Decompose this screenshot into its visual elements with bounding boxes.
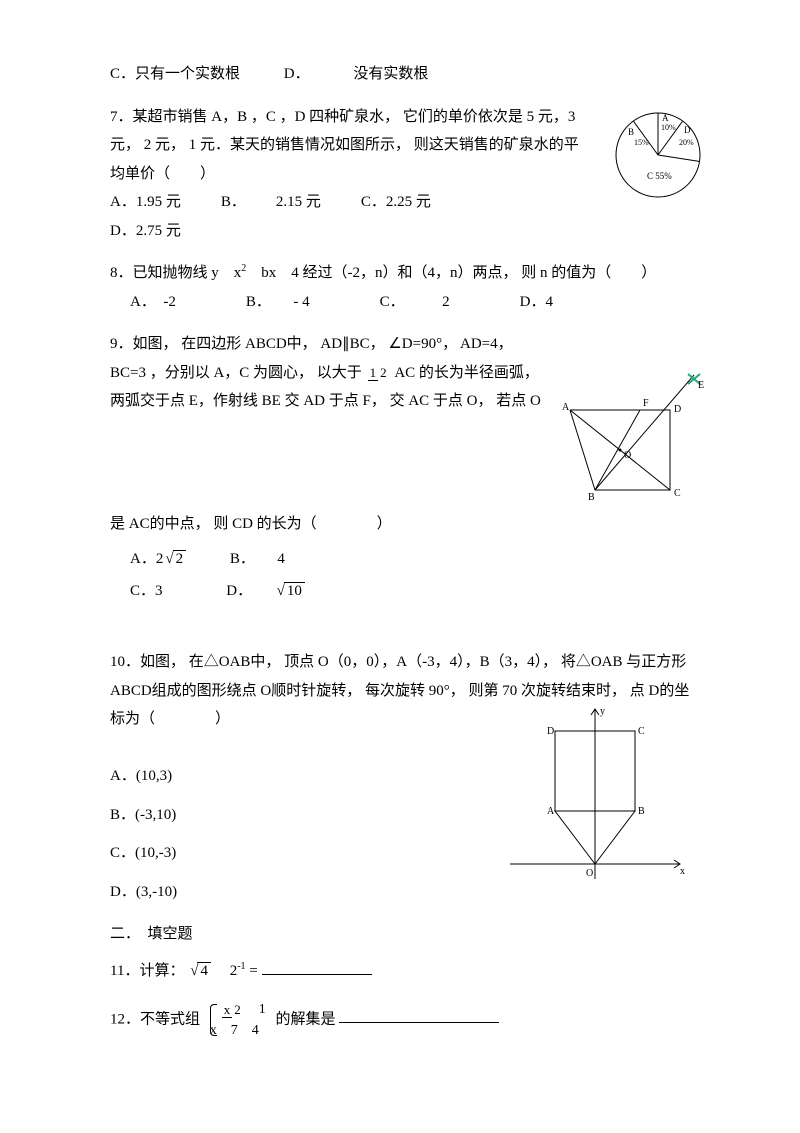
pie-a-label: A <box>662 113 669 123</box>
q7-opt-d: D．2.75 元 <box>110 217 710 246</box>
svg-text:O: O <box>586 868 593 879</box>
q8-text-a: 8．已知抛物线 y x <box>110 265 241 281</box>
pie-d-label: D <box>684 125 691 135</box>
q6-opt-d-label: D． <box>284 66 310 82</box>
q9-opt-d: D． 10 <box>226 583 305 599</box>
q9-opt-c: C．3 <box>130 583 163 599</box>
svg-text:A: A <box>547 806 555 817</box>
q11-text-b: 2 <box>215 963 238 979</box>
inequality-system: x2 1 x 7 4 <box>210 999 266 1041</box>
q7-options: A．1.95 元 B． 2.15 元 C．2.25 元 <box>110 188 590 217</box>
q9-diagram: A D C B E F O <box>560 360 710 510</box>
q11-sup: -1 <box>237 961 245 972</box>
q9-text-c: 是 AC的中点， 则 CD 的长为（ ） <box>110 516 392 532</box>
svg-text:A: A <box>562 402 570 413</box>
sqrt-icon: 4 <box>188 957 211 986</box>
pie-c-label: C 55% <box>647 171 672 181</box>
q8-text-b: bx 4 经过（-2，n）和（4，n）两点， 则 n 的值为（ ） <box>246 265 656 281</box>
q8-opt-b: B． - 4 <box>246 288 310 317</box>
pie-a-pct: 10% <box>661 123 676 132</box>
q9-opt-a: A．22 <box>130 551 186 567</box>
svg-text:B: B <box>588 492 595 503</box>
q12-text-b: 的解集是 <box>276 1011 336 1027</box>
q8-options: A． -2 B． - 4 C． 2 D．4 <box>110 288 710 317</box>
svg-text:F: F <box>643 398 649 409</box>
q10-diagram: A B C D O x y <box>500 704 690 894</box>
section-2-title: 二． 填空题 <box>110 920 710 949</box>
svg-text:D: D <box>547 726 554 737</box>
q9: A D C B E F O 9．如图， 在四边形 ABCD中， AD∥BC， ∠… <box>110 330 710 606</box>
q8: 8．已知抛物线 y x2 bx 4 经过（-2，n）和（4，n）两点， 则 n … <box>110 259 710 316</box>
q12-blank[interactable] <box>339 1022 499 1023</box>
q11-text-a: 11．计算： <box>110 963 184 979</box>
q6-opt-c: C．只有一个实数根 <box>110 66 240 82</box>
q11: 11．计算： 4 2-1 = <box>110 957 710 986</box>
q11-text-c: = <box>249 963 257 979</box>
q9-opt-b: B． 4 <box>230 551 285 567</box>
svg-text:y: y <box>600 706 605 717</box>
svg-text:E: E <box>698 380 704 391</box>
q9-options-row1: A．22 B． 4 <box>110 545 710 574</box>
q7-opt-a: A．1.95 元 <box>110 188 181 217</box>
q10: 10．如图， 在△OAB中， 顶点 O（0，0），A（-3，4），B（3，4），… <box>110 648 710 906</box>
q7-opt-c: C．2.25 元 <box>361 188 431 217</box>
svg-text:x: x <box>680 866 685 877</box>
pie-b-label: B <box>628 127 634 137</box>
q12: 12．不等式组 x2 1 x 7 4 的解集是 <box>110 999 710 1041</box>
svg-text:D: D <box>674 404 681 415</box>
q7-opt-b-label: B． <box>221 188 246 217</box>
q9-options-row2: C．3 D． 10 <box>110 577 710 606</box>
q7: A 10% D 20% C 55% B 15% 7．某超市销售 A，B ，C ，… <box>110 103 710 246</box>
svg-text:O: O <box>624 450 631 461</box>
q8-opt-d: D．4 <box>520 288 553 317</box>
q7-opt-b-text: 2.15 元 <box>276 188 321 217</box>
pie-d-pct: 20% <box>679 138 694 147</box>
q11-blank[interactable] <box>262 974 372 975</box>
q6-opt-d-text: 没有实数根 <box>353 66 428 82</box>
q8-opt-c: C． 2 <box>380 288 450 317</box>
q6-options: C．只有一个实数根 D． 没有实数根 <box>110 60 710 89</box>
q7-pie-chart: A 10% D 20% C 55% B 15% <box>600 103 710 203</box>
q8-opt-a: A． -2 <box>130 288 176 317</box>
q12-text-a: 12．不等式组 <box>110 1011 200 1027</box>
svg-text:C: C <box>674 488 681 499</box>
svg-text:C: C <box>638 726 645 737</box>
fraction-icon: 12 <box>368 366 389 380</box>
svg-text:B: B <box>638 806 645 817</box>
pie-b-pct: 15% <box>634 138 649 147</box>
